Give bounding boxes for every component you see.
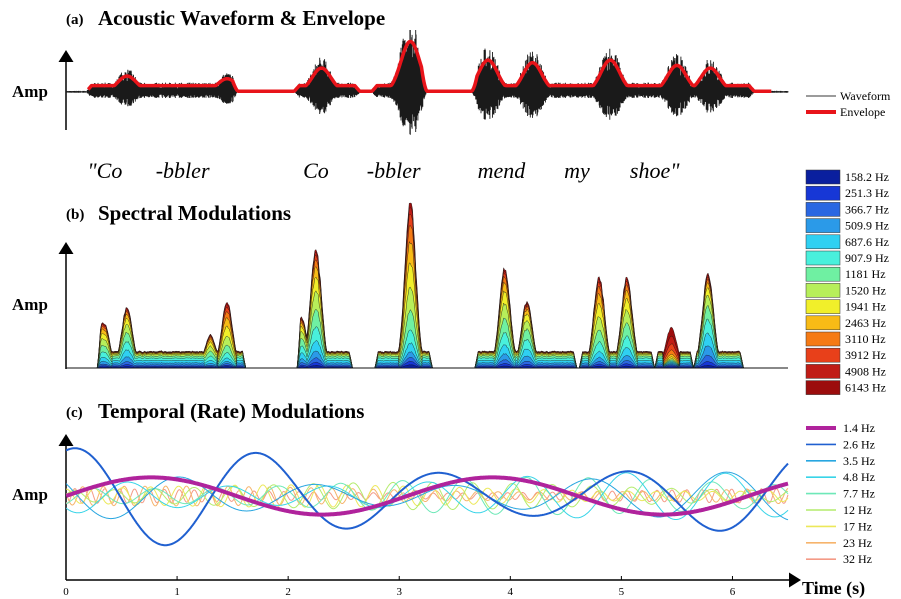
legend-swatch [805, 299, 841, 314]
panel-b-letter: (b) [66, 207, 84, 223]
x-tick-label: 0 [63, 586, 69, 598]
legend-label: 3.5 Hz [843, 454, 875, 468]
legend-label: 1.4 Hz [843, 421, 875, 435]
legend-label: 4908 Hz [845, 364, 886, 378]
legend-swatch [805, 202, 841, 217]
legend-label: 23 Hz [843, 536, 872, 550]
spectral-band-6143-Hz [66, 202, 788, 369]
x-tick-label: 1 [174, 586, 180, 598]
x-axis-label: Time (s) [802, 578, 865, 599]
legend-label: 2.6 Hz [843, 437, 875, 451]
transcript-word: -bbler [156, 158, 210, 183]
rate-line-32-Hz [66, 488, 789, 504]
panel-b: (b) Spectral Modulations Amp 158.2 Hz 251… [12, 169, 889, 395]
spectral-band-3110-Hz [66, 225, 788, 369]
panel-a-plot [66, 30, 789, 135]
legend-label: 32 Hz [843, 552, 872, 566]
x-tick-label: 3 [396, 586, 402, 598]
legend-label: 687.6 Hz [845, 235, 889, 249]
panel-a-ylabel: Amp [12, 82, 48, 101]
legend-label: 12 Hz [843, 503, 872, 517]
legend-label: 366.7 Hz [845, 202, 889, 216]
legend-label: 509.9 Hz [845, 219, 889, 233]
legend-swatch [805, 347, 841, 363]
legend-swatch [805, 169, 841, 185]
spectral-band-2463-Hz [66, 240, 788, 369]
legend-label: 3912 Hz [845, 348, 886, 362]
panel-a-legend: Waveform Envelope [806, 89, 891, 119]
legend-label: 2463 Hz [845, 316, 886, 330]
legend-label: 3110 Hz [845, 332, 886, 346]
legend-swatch [805, 266, 841, 282]
legend-swatch [805, 331, 841, 347]
panel-c-ylabel: Amp [12, 485, 48, 504]
panel-b-plot [66, 202, 788, 369]
transcript-word: mend [478, 158, 527, 183]
spectral-band-687-6-Hz [66, 332, 788, 369]
panel-b-ylabel: Amp [12, 295, 48, 314]
legend-swatch [805, 218, 841, 233]
legend-swatch [805, 185, 841, 201]
legend-label: 1941 Hz [845, 300, 886, 314]
waveform-line [66, 30, 789, 135]
transcript-word: -bbler [367, 158, 421, 183]
spectral-band-4908-Hz [66, 207, 788, 369]
panel-c-legend: 1.4 Hz 2.6 Hz 3.5 Hz 4.8 Hz 7.7 Hz 12 Hz 17 Hz… [806, 421, 875, 566]
legend-label: 6143 Hz [845, 381, 886, 395]
rate-line-7-7-Hz [66, 476, 789, 516]
rate-line-2-6-Hz [66, 447, 789, 547]
transcript-word: my [564, 158, 590, 183]
legend-envelope-label: Envelope [840, 105, 885, 119]
legend-label: 1181 Hz [845, 267, 886, 281]
panel-a-words: "Co -bbler Co -bbler mend my shoe" [87, 158, 680, 183]
legend-swatch [805, 380, 841, 395]
rate-line-1-4-Hz [66, 475, 789, 517]
panel-c-letter: (c) [66, 405, 83, 421]
transcript-word: shoe" [630, 158, 680, 183]
legend-label: 158.2 Hz [845, 170, 889, 184]
panel-a-title: Acoustic Waveform & Envelope [98, 6, 385, 30]
panel-c-title: Temporal (Rate) Modulations [98, 399, 364, 423]
spectral-band-3912-Hz [66, 213, 788, 369]
x-axis-ticks: 0 1 2 3 4 5 6 [63, 576, 736, 598]
panel-a-letter: (a) [66, 12, 84, 28]
legend-swatch [805, 250, 841, 266]
transcript-word: Co [303, 158, 329, 183]
legend-swatch [805, 234, 841, 250]
envelope-line [86, 39, 772, 93]
x-tick-label: 2 [285, 586, 291, 598]
panel-a: (a) Acoustic Waveform & Envelope Amp "Co… [12, 6, 891, 183]
x-tick-label: 4 [508, 586, 514, 598]
legend-label: 907.9 Hz [845, 251, 889, 265]
panel-b-title: Spectral Modulations [98, 201, 291, 225]
spectral-band-158-2-Hz [66, 364, 788, 369]
legend-swatch [805, 315, 841, 331]
legend-label: 17 Hz [843, 519, 872, 533]
transcript-word: "Co [87, 158, 122, 183]
panel-c-plot [66, 447, 789, 547]
panel-b-legend: 158.2 Hz 251.3 Hz 366.7 Hz 509.9 Hz 687.6 Hz… [805, 169, 889, 395]
legend-label: 4.8 Hz [843, 470, 875, 484]
x-tick-label: 5 [619, 586, 625, 598]
legend-label: 251.3 Hz [845, 186, 889, 200]
legend-waveform-label: Waveform [840, 89, 891, 103]
x-tick-label: 6 [730, 586, 736, 598]
legend-swatch [805, 283, 841, 298]
legend-swatch [805, 364, 841, 379]
legend-label: 7.7 Hz [843, 487, 875, 501]
legend-label: 1520 Hz [845, 283, 886, 297]
